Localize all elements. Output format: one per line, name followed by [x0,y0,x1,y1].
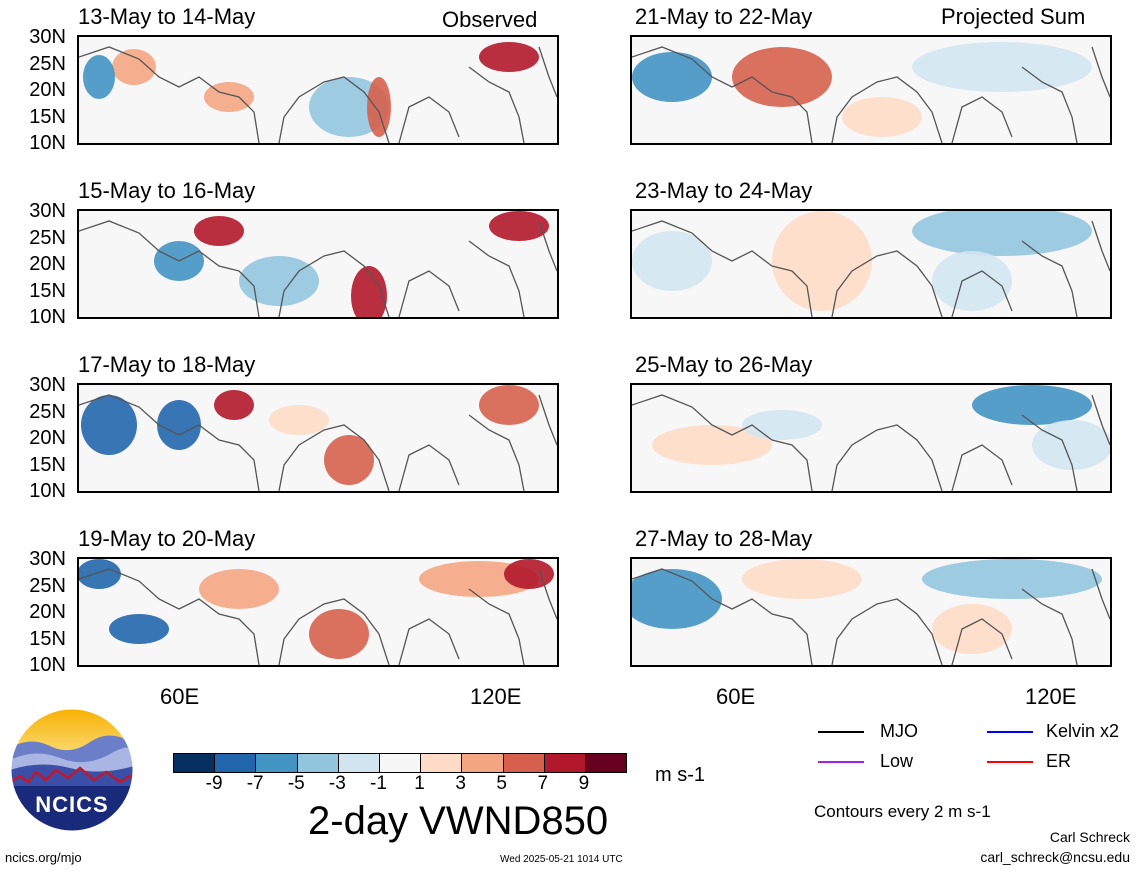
lat-label: 15N [29,279,66,302]
colorbar-swatch [174,754,216,772]
observed-header: Observed [442,7,538,32]
author: Carl Schreck [1049,829,1130,845]
legend-mjo-label: MJO [880,721,918,741]
legend-mjo-line [818,731,864,733]
colorbar-label: -1 [370,773,387,794]
colorbar-swatch [585,754,627,772]
map-panel [630,35,1112,145]
colorbar-swatch [297,754,339,772]
map-panel [630,383,1112,493]
legend-low-line [818,761,864,763]
colorbar-swatch [421,754,463,772]
map-panel [77,209,559,319]
colorbar-label: 9 [578,773,590,794]
panel-title-left-4: 19-May to 20-May [78,526,256,551]
panel-title-right-4: 27-May to 28-May [635,526,813,551]
lat-label: 15N [29,627,66,650]
lat-label: 30N [29,548,66,570]
lat-label: 25N [29,52,66,75]
lat-label: 10N [29,306,66,328]
lat-label: 20N [29,79,66,101]
colorbar-swatch [215,754,257,772]
colorbar-label: -9 [205,773,223,794]
lat-label: 30N [29,26,66,48]
map-panel [77,557,559,667]
colorbar-label: -7 [246,773,264,794]
colorbar-swatch [379,754,422,772]
lat-label: 15N [29,453,66,476]
email: carl_schreck@ncsu.edu [980,849,1130,865]
panel-title-left-2: 15-May to 16-May [78,178,256,203]
legend-low-label: Low [880,751,914,771]
colorbar-label: 7 [537,773,549,794]
lat-label: 30N [29,374,66,396]
legend-er-line [987,761,1033,763]
lat-label: 20N [29,253,66,275]
lon-label-120e-right: 120E [1025,684,1077,709]
colorbar-label: -3 [328,773,346,794]
panel-title-right-3: 25-May to 26-May [635,352,813,377]
colorbar-units: m s-1 [655,764,705,786]
legend-kelvin-line [987,731,1033,733]
ncics-logo: NCICS [10,708,134,832]
map-panel [77,383,559,493]
map-panel [630,209,1112,319]
lat-label: 10N [29,654,66,676]
lon-label-120e-left: 120E [470,684,522,709]
map-panel [630,557,1112,667]
legend-kelvin-label: Kelvin x2 [1046,721,1120,741]
colorbar-swatch [256,754,298,772]
colorbar-swatch [462,754,504,772]
timestamp: Wed 2025-05-21 1014 UTC [500,854,623,865]
lat-label: 25N [29,400,66,423]
panel-title-left-3: 17-May to 18-May [78,352,256,377]
lon-label-60e-left: 60E [160,684,200,709]
lon-label-60e-right: 60E [716,684,756,709]
panel-title-right-2: 23-May to 24-May [635,178,813,203]
panel-title-right-1: 21-May to 22-May [635,4,813,29]
lat-label: 15N [29,105,66,128]
colorbar-swatch [544,754,586,772]
projected-sum-header: Projected Sum [941,4,1086,29]
lat-label: 25N [29,574,66,597]
main-title: 2-day VWND850 [308,799,609,843]
site-url: ncics.org/mjo [5,850,82,865]
colorbar-label: 3 [455,773,466,794]
logo-text: NCICS [35,792,109,817]
lat-label: 30N [29,200,66,222]
contours-note: Contours every 2 m s-1 [814,802,991,821]
colorbar-label: 1 [414,773,425,794]
lat-label: 10N [29,132,66,154]
colorbar [173,753,627,773]
lat-label: 20N [29,601,66,623]
colorbar-swatch [503,754,545,772]
lat-label: 25N [29,226,66,249]
colorbar-swatch [338,754,380,772]
colorbar-label: -5 [287,773,305,794]
colorbar-label: 5 [496,773,507,794]
map-panel [77,35,559,145]
lat-label: 20N [29,427,66,449]
legend-er-label: ER [1046,751,1072,771]
panel-title-left-1: 13-May to 14-May [78,4,256,29]
lat-label: 10N [29,480,66,502]
